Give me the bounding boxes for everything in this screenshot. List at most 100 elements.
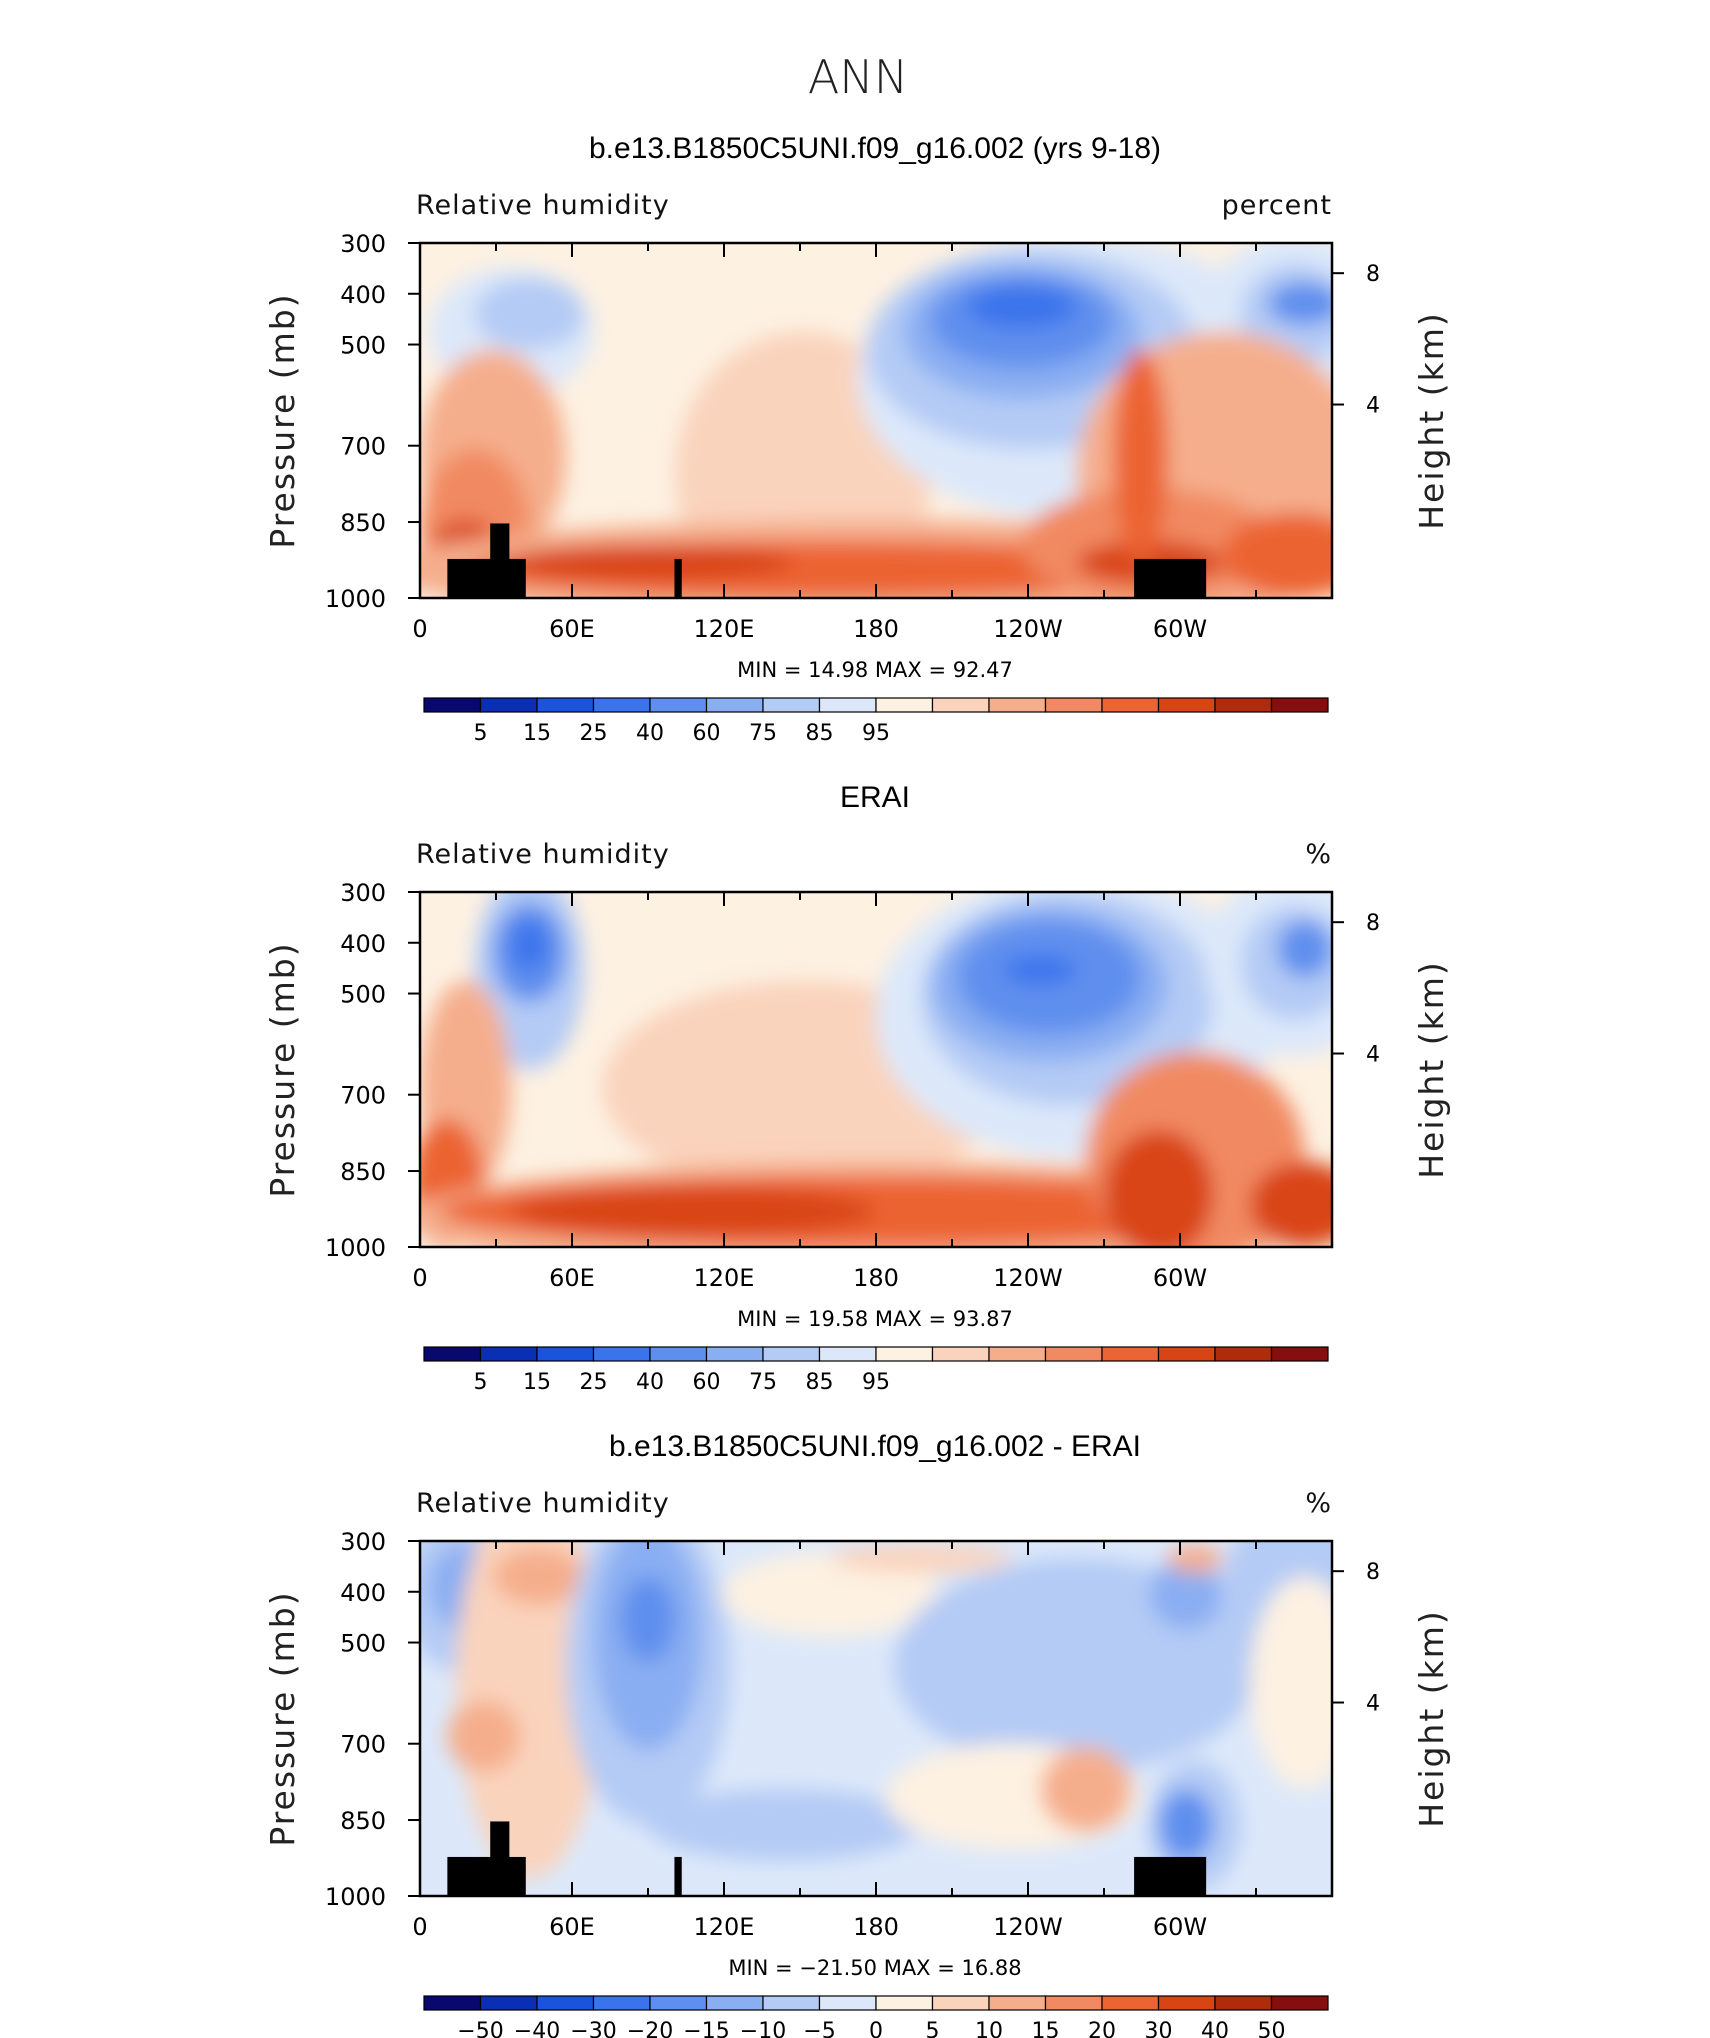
colorbar-swatch [875,1995,934,2011]
colorbar-label: 30 [1145,2019,1173,2038]
contour-region [1104,1129,1214,1247]
colorbar-swatch [1101,1346,1160,1362]
colorbar-label: 40 [636,1370,664,1395]
units-label: percent [1222,190,1332,221]
colorbar-label: 5 [474,1370,488,1395]
right-tick-label: 4 [1366,1692,1380,1717]
colorbar-swatch [705,1995,764,2011]
contour-region [1003,955,1077,985]
colorbar-swatch [1157,1995,1216,2011]
colorbar-label: 15 [523,721,551,746]
y-tick-label: 300 [340,230,386,258]
colorbar-swatch [649,697,708,713]
contour-region [830,1544,1013,1573]
colorbar-label: 95 [862,721,890,746]
contour-fill [420,243,1332,598]
contour-region [967,285,1077,329]
x-tick-label: 60W [1153,1913,1207,1941]
contour-region [1158,1789,1214,1861]
x-tick-label: 0 [412,1264,427,1292]
colorbar-swatch [1101,697,1160,713]
colorbar-label: 15 [523,1370,551,1395]
y-axis-title: Pressure (mb) [263,1590,302,1846]
terrain-mask [674,558,682,598]
colorbar-swatch [988,1346,1047,1362]
contour-fill [420,1541,1332,1896]
colorbar-swatch [423,1995,482,2011]
x-tick-label: 120E [694,1264,755,1292]
y-tick-label: 500 [340,1630,386,1658]
colorbar-label: 25 [580,721,608,746]
y-tick-label: 500 [340,981,386,1009]
colorbar-label: 50 [1258,2019,1286,2038]
terrain-mask [674,1856,682,1896]
colorbar-swatch [536,1346,595,1362]
colorbar-label: −5 [803,2019,835,2038]
contour-region [648,1789,922,1861]
colorbar-swatch [818,1346,877,1362]
contour-region [1277,920,1332,978]
x-tick-label: 0 [412,615,427,643]
x-tick-label: 60E [549,1264,595,1292]
contour-region [511,1186,876,1237]
colorbar-swatch [875,697,934,713]
y-tick-label: 400 [340,281,386,309]
y-axis-title-right: Height (km) [1412,311,1451,530]
panel-title: b.e13.B1850C5UNI.f09_g16.002 (yrs 9-18) [589,132,1161,165]
colorbar-swatch [423,1346,482,1362]
colorbar-swatch [479,1995,538,2011]
colorbar-swatch [592,1346,651,1362]
terrain-mask [1134,1856,1207,1896]
y-tick-label: 400 [340,930,386,958]
colorbar-swatch [762,1995,821,2011]
y-tick-label: 300 [340,1528,386,1556]
contour-region [511,920,548,971]
x-tick-label: 120W [993,1264,1063,1292]
contour-region [1268,282,1332,325]
y-tick-label: 1000 [325,585,386,613]
variable-label: Relative humidity [416,839,670,870]
y-axis-title-right: Height (km) [1412,1609,1451,1828]
colorbar-swatch [1044,1995,1103,2011]
variable-label: Relative humidity [416,1488,670,1519]
colorbar-swatch [931,1346,990,1362]
colorbar-label: −15 [683,2019,729,2038]
y-axis-title-right: Height (km) [1412,960,1451,1179]
contour-region [948,1562,1168,1648]
colorbar-label: 5 [926,2019,940,2038]
colorbar-label: −40 [514,2019,560,2038]
colorbar-swatch [479,697,538,713]
x-tick-label: 60W [1153,1264,1207,1292]
variable-label: Relative humidity [416,190,670,221]
colorbar-swatch [931,1995,990,2011]
x-tick-label: 60E [549,615,595,643]
terrain-mask [502,1856,526,1896]
contour-region [1167,1544,1223,1573]
units-label: % [1305,1488,1332,1519]
contour-region [502,544,794,581]
colorbar-swatch [705,697,764,713]
panel-title: ERAI [840,781,910,814]
y-axis-title: Pressure (mb) [263,941,302,1197]
figure-title: ANN [808,50,908,104]
colorbar-label: 40 [636,721,664,746]
colorbar-swatch [988,1995,1047,2011]
contour-region [1149,1558,1223,1630]
x-tick-label: 120W [993,615,1063,643]
colorbar-label: −30 [570,2019,616,2038]
colorbar-swatch [1101,1995,1160,2011]
colorbar-label: 75 [749,721,777,746]
contour-fill [420,892,1332,1247]
colorbar-swatch [931,697,990,713]
colorbar-label: 60 [693,721,721,746]
colorbar-label: 95 [862,1370,890,1395]
colorbar-swatch [762,697,821,713]
colorbar-label: 15 [1032,2019,1060,2038]
x-tick-label: 60E [549,1913,595,1941]
x-tick-label: 180 [853,615,899,643]
colorbar-label: 5 [474,721,488,746]
x-tick-label: 120E [694,615,755,643]
panel-title: b.e13.B1850C5UNI.f09_g16.002 - ERAI [609,1430,1141,1463]
colorbar-label: 20 [1088,2019,1116,2038]
colorbar-label: 75 [749,1370,777,1395]
